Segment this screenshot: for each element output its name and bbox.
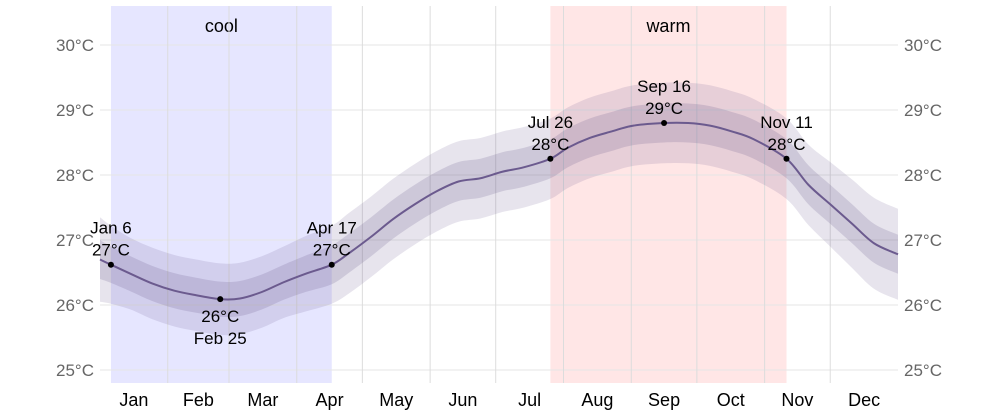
month-label-apr: Apr <box>316 390 344 410</box>
month-label-sep: Sep <box>648 390 680 410</box>
month-label-aug: Aug <box>581 390 613 410</box>
y-tick-label-left: 26°C <box>56 296 94 315</box>
annotation-point <box>217 296 224 303</box>
gridlines <box>100 6 898 383</box>
month-label-feb: Feb <box>183 390 214 410</box>
annotation-date: Sep 16 <box>637 77 691 96</box>
band-25-75 <box>100 103 898 318</box>
month-label-jan: Jan <box>119 390 148 410</box>
y-tick-label-left: 29°C <box>56 101 94 120</box>
season-band-warm <box>550 6 787 383</box>
annotation-temp: 26°C <box>201 307 239 326</box>
month-label-jul: Jul <box>518 390 541 410</box>
annotation-temp: 28°C <box>768 135 806 154</box>
y-tick-label-left: 28°C <box>56 166 94 185</box>
month-label-mar: Mar <box>247 390 278 410</box>
season-bands: cool warm <box>110 6 787 383</box>
month-label-oct: Oct <box>717 390 745 410</box>
season-band-cool <box>110 6 332 383</box>
y-tick-label-right: 29°C <box>904 101 942 120</box>
y-tick-label-right: 26°C <box>904 296 942 315</box>
tick-labels: 25°C 25°C26°C 26°C27°C 27°C28°C 28°C29°C 29°C… <box>56 36 942 410</box>
annotation-point <box>328 261 335 268</box>
annotation-temp: 29°C <box>645 99 683 118</box>
y-tick-label-right: 27°C <box>904 231 942 250</box>
annotation-point <box>661 120 668 126</box>
y-tick-label-right: 28°C <box>904 166 942 185</box>
annotation-date: Feb 25 <box>194 329 247 348</box>
month-label-jun: Jun <box>448 390 477 410</box>
annotations: Jan 6 27°C 26°C Feb 25 Apr 17 27°C Jul 26 28°C S… <box>90 77 813 348</box>
month-label-dec: Dec <box>848 390 880 410</box>
annotation-temp: 27°C <box>313 241 351 260</box>
y-tick-label-left: 27°C <box>56 231 94 250</box>
month-label-may: May <box>379 390 413 410</box>
band-10-90 <box>100 82 898 336</box>
y-tick-label-left: 30°C <box>56 36 94 55</box>
season-label-warm: warm <box>645 16 690 36</box>
annotation-temp: 27°C <box>92 241 130 260</box>
y-tick-label-right: 25°C <box>904 361 942 380</box>
annotation-point <box>547 155 554 162</box>
season-label-cool: cool <box>205 16 238 36</box>
annotation-point <box>107 261 114 268</box>
annotation-date: Jan 6 <box>90 219 132 238</box>
annotation-point <box>783 155 790 162</box>
y-tick-label-left: 25°C <box>56 361 94 380</box>
annotation-date: Jul 26 <box>528 113 573 132</box>
percentile-bands <box>100 82 898 336</box>
annotation-date: Apr 17 <box>307 219 357 238</box>
month-label-nov: Nov <box>781 390 813 410</box>
annotation-temp: 28°C <box>531 135 569 154</box>
annotation-date: Nov 11 <box>760 113 813 132</box>
y-tick-label-right: 30°C <box>904 36 942 55</box>
